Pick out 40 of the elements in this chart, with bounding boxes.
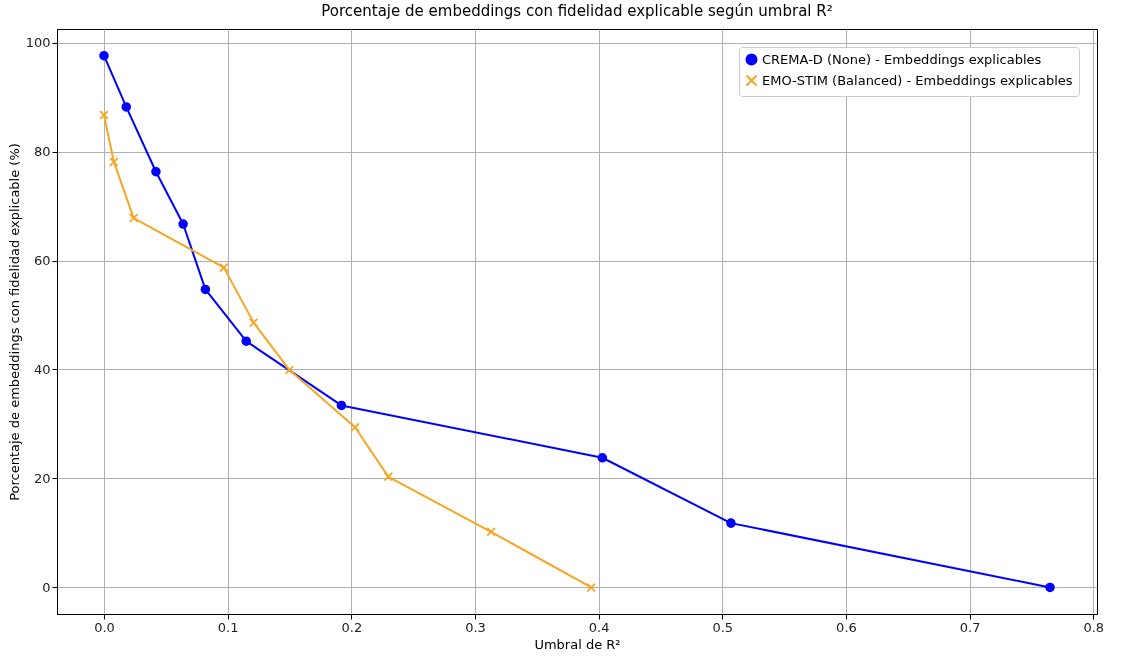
point [586, 582, 596, 593]
point [241, 336, 251, 346]
point [350, 422, 360, 433]
point [178, 219, 188, 229]
point [200, 284, 211, 295]
x-tick-label: 0.8 [1083, 619, 1105, 635]
x-tick-label: 0.2 [341, 619, 363, 635]
point [128, 213, 139, 223]
point [219, 262, 229, 273]
point [99, 50, 109, 61]
x-tick-label: 0.4 [588, 619, 610, 635]
point [726, 518, 736, 528]
x-tick-label: 0.1 [217, 619, 239, 635]
chart-title: Porcentaje de embeddings con fidelidad explicable según umbral R² [321, 2, 833, 20]
y-tick-label: 80 [33, 144, 51, 160]
y-tick-label: 60 [33, 253, 51, 269]
point [109, 157, 119, 167]
legend-label: CREMA-D (None) - Embeddings explicables [762, 51, 1042, 67]
x-tick-label: 0.3 [465, 619, 486, 635]
point [597, 452, 608, 463]
point [383, 472, 394, 482]
y-tick-label: 0 [42, 579, 51, 595]
x-tick-label: 0.0 [94, 619, 115, 635]
x-tick-label: 0.5 [712, 619, 734, 635]
point [486, 527, 496, 537]
x-tick-label: 0.7 [959, 619, 981, 635]
point [99, 110, 109, 120]
y-tick-label: 20 [33, 470, 51, 486]
y-tick-label: 40 [33, 362, 51, 377]
y-tick-label: 100 [25, 35, 51, 51]
point [151, 166, 161, 177]
point [336, 400, 347, 411]
point [284, 365, 295, 375]
point [248, 317, 259, 328]
y-axis-title: Porcentaje de embeddings con fidelidad explicable (%) [6, 143, 22, 501]
point [121, 102, 132, 112]
x-tick-label: 0.6 [836, 619, 857, 635]
point [1045, 582, 1055, 593]
legend-label: EMO-STIM (Balanced) - Embeddings explicables [762, 72, 1073, 88]
x-axis-title: Umbral de R² [534, 636, 621, 652]
